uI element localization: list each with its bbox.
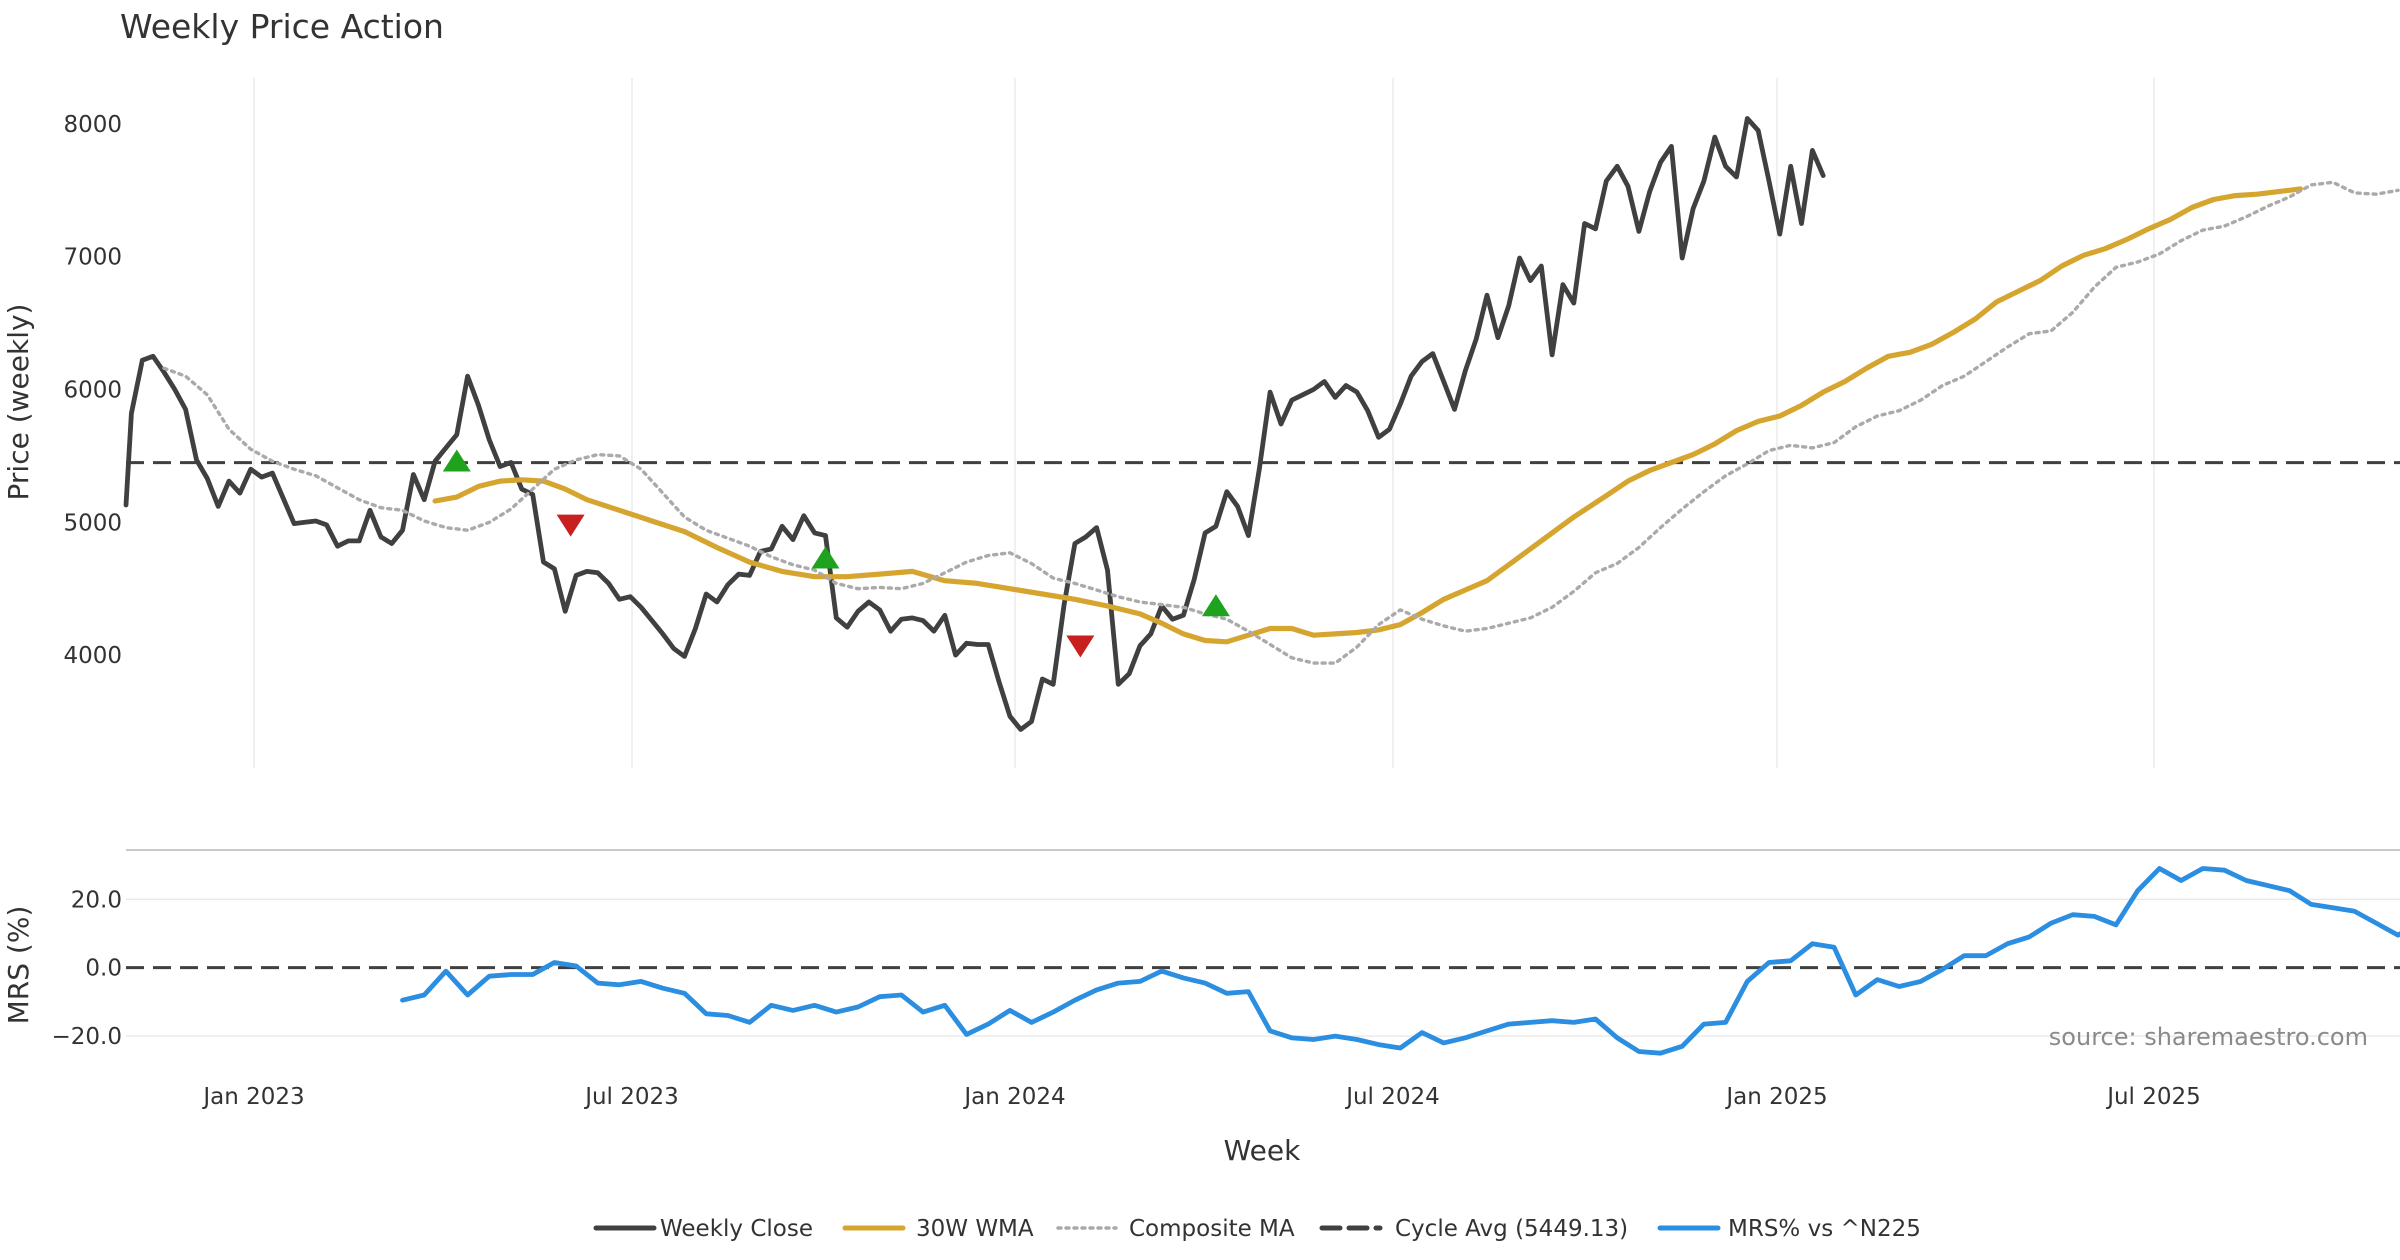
bottom-y-tick-0: −20.0 <box>52 1024 122 1050</box>
legend: Weekly Close 30W WMA Composite MA Cycle Avg… <box>593 1216 1921 1242</box>
source-label: source: sharemaestro.com <box>2049 1023 2368 1051</box>
axis-ticks: 4000 5000 6000 7000 8000 −20.0 0.0 20.0 Jan 2023… <box>52 112 2201 1110</box>
x-tick-0: Jan 2023 <box>201 1084 304 1110</box>
bottom-y-tick-1: 0.0 <box>85 956 122 982</box>
top-y-axis-label: Price (weekly) <box>2 304 35 501</box>
top-y-tick-4: 8000 <box>63 112 122 138</box>
top-grid <box>253 78 2155 768</box>
top-y-tick-0: 4000 <box>63 643 122 669</box>
legend-label-0: Weekly Close <box>660 1216 813 1242</box>
bottom-series-group <box>400 866 2400 1056</box>
legend-item-3: Cycle Avg (5449.13) <box>1319 1216 1628 1242</box>
legend-label-4: MRS% vs ^N225 <box>1728 1216 1921 1242</box>
buy-signal-marker-2 <box>811 546 840 569</box>
series-composite-ma <box>162 180 2400 665</box>
bottom-grid <box>126 849 2400 1037</box>
legend-label-1: 30W WMA <box>916 1216 1034 1242</box>
top-y-tick-1: 5000 <box>63 510 122 536</box>
sell-signal-marker-1 <box>556 514 585 537</box>
legend-item-4: MRS% vs ^N225 <box>1657 1216 1921 1242</box>
legend-item-0: Weekly Close <box>593 1216 813 1242</box>
legend-item-2: Composite MA <box>1056 1216 1295 1242</box>
legend-item-1: 30W WMA <box>842 1216 1034 1242</box>
x-tick-5: Jul 2025 <box>2105 1084 2201 1110</box>
x-tick-1: Jul 2023 <box>583 1084 679 1110</box>
series-weekly-close <box>123 116 1826 732</box>
chart-title: Weekly Price Action <box>120 7 444 46</box>
x-axis-label: Week <box>1224 1134 1301 1167</box>
top-series-group <box>123 116 2400 732</box>
buy-signal-marker-4 <box>1201 594 1230 617</box>
legend-label-3: Cycle Avg (5449.13) <box>1395 1216 1628 1242</box>
bottom-y-axis-label: MRS (%) <box>2 906 35 1025</box>
signal-markers <box>442 449 1230 658</box>
top-y-tick-3: 7000 <box>63 245 122 271</box>
x-tick-3: Jul 2024 <box>1344 1084 1440 1110</box>
buy-signal-marker-0 <box>442 449 471 472</box>
series-30w-wma <box>432 186 2303 645</box>
series-mrs-vs-n225 <box>400 866 2400 1056</box>
sell-signal-marker-3 <box>1066 635 1095 658</box>
x-tick-2: Jan 2024 <box>962 1084 1065 1110</box>
top-y-tick-2: 6000 <box>63 377 122 403</box>
bottom-y-tick-2: 20.0 <box>71 887 122 913</box>
legend-label-2: Composite MA <box>1129 1216 1295 1242</box>
x-tick-4: Jan 2025 <box>1724 1084 1827 1110</box>
